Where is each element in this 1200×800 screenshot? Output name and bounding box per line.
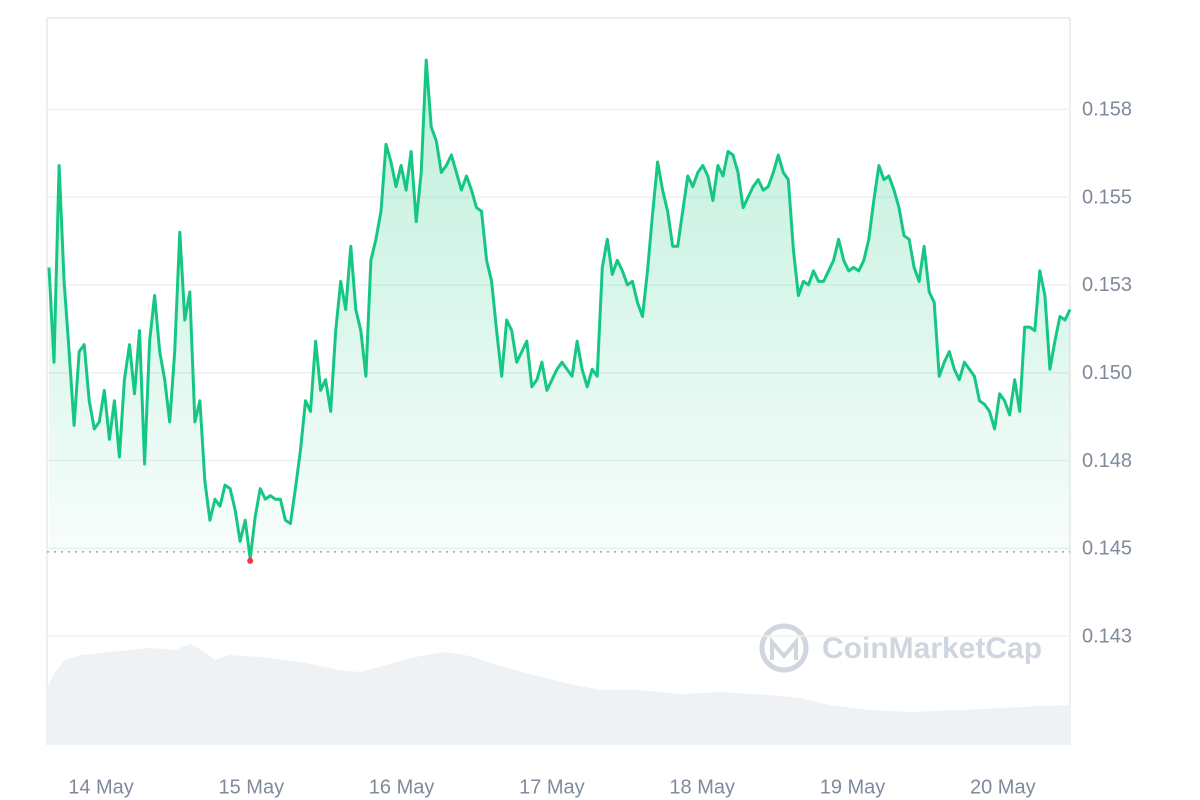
- watermark-logo: [759, 623, 809, 673]
- y-tick-label: 0.145: [1082, 538, 1132, 560]
- volume-area: [47, 644, 1070, 745]
- x-tick-label: 15 May: [219, 776, 285, 798]
- watermark-text: CoinMarketCap: [822, 632, 1042, 665]
- low-point: [247, 557, 254, 564]
- y-tick-label: 0.155: [1082, 186, 1132, 208]
- y-tick-label: 0.150: [1082, 362, 1132, 384]
- x-tick-label: 19 May: [820, 776, 886, 798]
- x-tick-label: 16 May: [369, 776, 435, 798]
- line-area: [49, 60, 1070, 559]
- y-tick-label: 0.153: [1082, 274, 1132, 296]
- watermark: CoinMarketCap: [759, 623, 1042, 673]
- y-tick-label: 0.148: [1082, 450, 1132, 472]
- y-tick-label: 0.158: [1082, 99, 1132, 121]
- x-tick-label: 20 May: [970, 776, 1036, 798]
- x-tick-label: 14 May: [68, 776, 134, 798]
- price-line: [47, 58, 1072, 561]
- watermark-logo-mark: [770, 636, 798, 660]
- x-tick-label: 17 May: [519, 776, 585, 798]
- x-tick-label: 18 May: [669, 776, 735, 798]
- y-tick-label: 0.143: [1082, 625, 1132, 647]
